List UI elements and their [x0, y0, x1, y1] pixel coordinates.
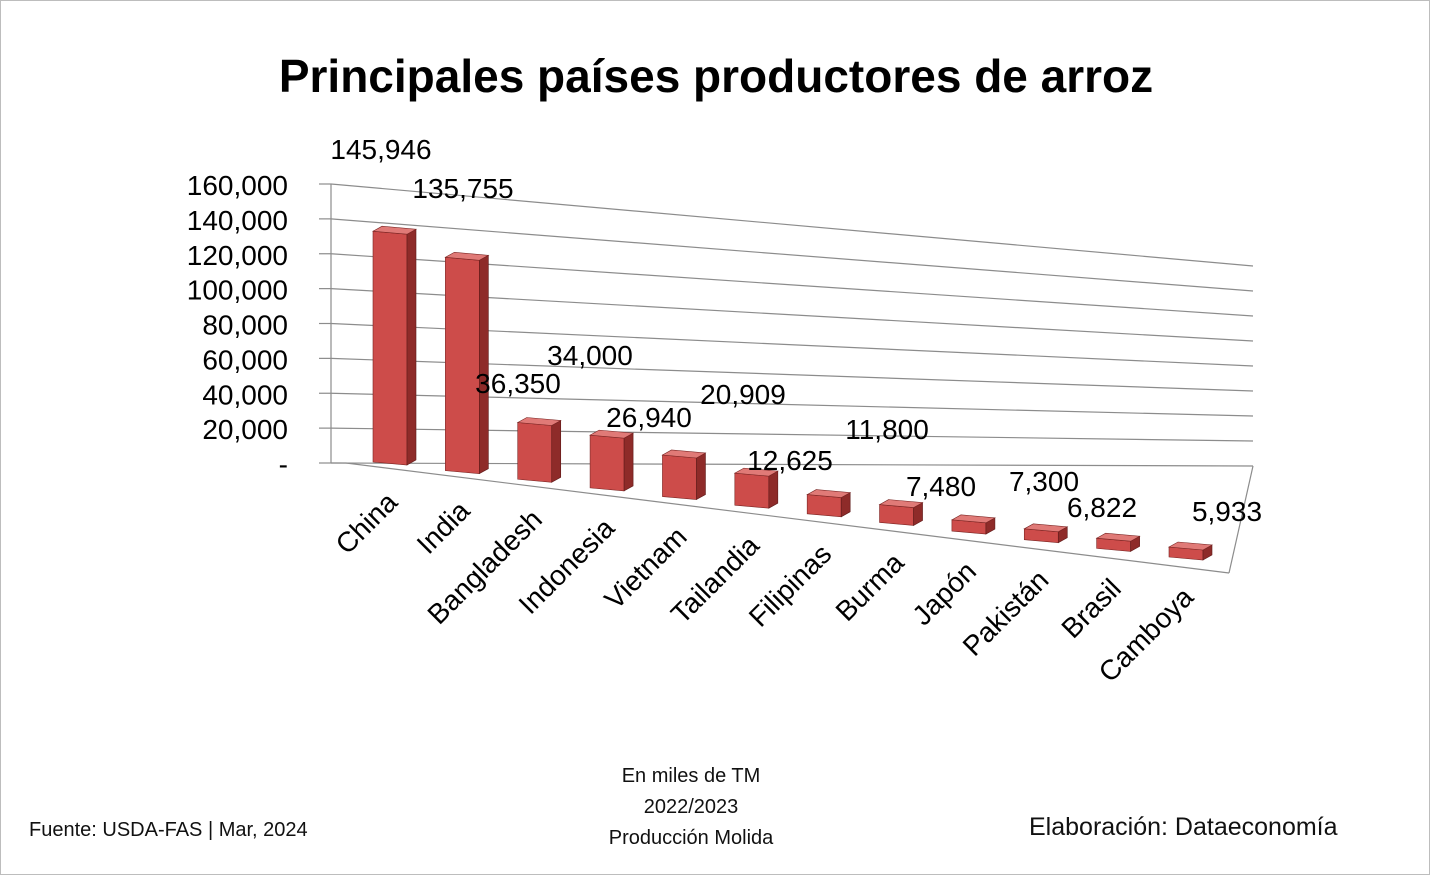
data-label: 20,909	[700, 379, 786, 410]
bar-layer	[371, 225, 1214, 561]
source-note: Fuente: USDA-FAS | Mar, 2024	[29, 819, 308, 841]
gridline	[330, 183, 1254, 267]
chart-title: Principales países productores de arroz	[278, 50, 1154, 102]
y-tick-label: 120,000	[187, 240, 288, 271]
x-tick-label: Japón	[906, 555, 982, 631]
bar-side	[623, 432, 634, 492]
bar-front	[445, 256, 480, 474]
bar-top	[950, 514, 996, 524]
x-tick-label: India	[411, 495, 476, 560]
data-label: 7,300	[1009, 466, 1079, 497]
x-tick-label: Burma	[830, 546, 911, 627]
bar-front	[662, 454, 697, 500]
units-note: En miles de TM	[621, 765, 761, 787]
bar-side	[406, 228, 417, 466]
y-tick-label: 40,000	[202, 379, 288, 410]
gridline	[330, 218, 1254, 292]
bar-top	[371, 225, 418, 235]
y-tick-label: -	[279, 449, 288, 480]
data-label: 36,350	[475, 368, 561, 399]
bar-side	[479, 254, 489, 475]
data-label: 34,000	[547, 340, 633, 371]
bar-front	[734, 472, 770, 509]
bar-top	[516, 417, 562, 426]
data-label: 5,933	[1192, 496, 1262, 527]
bar-top	[878, 499, 924, 508]
data-label: 135,755	[412, 173, 513, 204]
y-tick-label: 60,000	[202, 344, 288, 375]
x-tick-label: China	[330, 486, 404, 560]
credit-note: Elaboración: Dataeconomía	[1029, 813, 1338, 841]
floor-edge-right	[1228, 465, 1254, 574]
bar-top	[661, 449, 707, 459]
period-note: 2022/2023	[643, 796, 739, 818]
data-label: 11,800	[845, 414, 929, 445]
data-label: 6,822	[1067, 492, 1137, 523]
bar-side	[768, 470, 779, 509]
y-tick-label: 140,000	[187, 205, 288, 236]
bar-top	[733, 467, 779, 477]
data-label: 7,480	[906, 471, 976, 502]
bar-front	[589, 434, 625, 492]
bar-front	[517, 422, 553, 483]
bar-top	[444, 251, 490, 261]
data-label: 12,625	[747, 445, 833, 476]
y-tick-label: 100,000	[187, 275, 288, 306]
bar-side	[696, 452, 706, 501]
x-tick-label: Brasil	[1055, 573, 1126, 644]
y-tick-label: 80,000	[202, 310, 288, 341]
metric-note: Producción Molida	[608, 827, 774, 849]
bar-front	[879, 504, 914, 526]
bar-side	[551, 419, 562, 483]
y-tick-label: 20,000	[202, 414, 288, 445]
bar-top	[806, 489, 852, 498]
bar-top	[589, 429, 635, 439]
chart-notes: En miles de TM 2022/2023 Producción Moli…	[541, 761, 841, 854]
bar-front	[372, 230, 408, 466]
floor-front-edge	[345, 462, 1230, 574]
bar-top	[1167, 541, 1214, 551]
bar-front	[806, 494, 842, 518]
data-label: 26,940	[606, 402, 692, 433]
data-label: 145,946	[330, 134, 431, 165]
y-tick-label: 160,000	[187, 170, 288, 201]
bar-top	[1023, 523, 1069, 533]
bar-top	[1095, 532, 1141, 542]
